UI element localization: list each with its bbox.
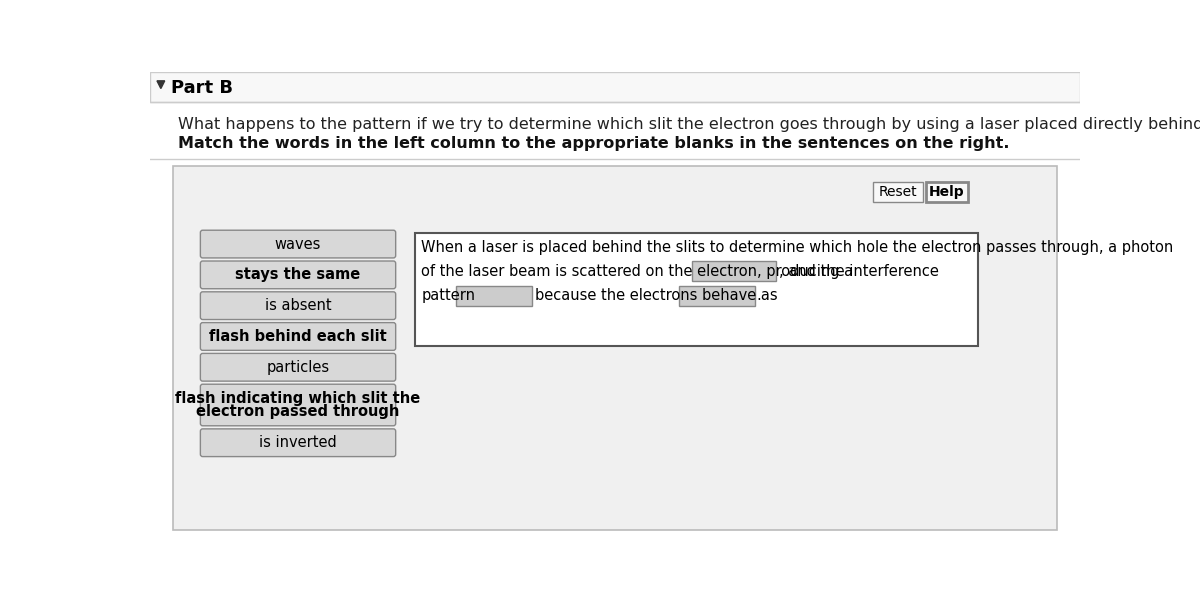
Text: , and the interference: , and the interference	[779, 264, 938, 279]
Polygon shape	[157, 81, 164, 89]
FancyBboxPatch shape	[173, 166, 1057, 530]
FancyBboxPatch shape	[200, 323, 396, 350]
Text: What happens to the pattern if we try to determine which slit the electron goes : What happens to the pattern if we try to…	[178, 117, 1200, 132]
Text: because the electrons behave as: because the electrons behave as	[535, 288, 778, 303]
Text: stays the same: stays the same	[235, 267, 361, 282]
Text: particles: particles	[266, 360, 330, 375]
FancyBboxPatch shape	[415, 233, 978, 347]
Text: of the laser beam is scattered on the electron, producing a: of the laser beam is scattered on the el…	[421, 264, 853, 279]
FancyBboxPatch shape	[200, 230, 396, 258]
FancyBboxPatch shape	[150, 72, 1080, 102]
Text: flash indicating which slit the: flash indicating which slit the	[175, 391, 421, 406]
FancyBboxPatch shape	[456, 286, 532, 306]
FancyBboxPatch shape	[200, 261, 396, 289]
FancyBboxPatch shape	[925, 182, 967, 202]
Text: electron passed through: electron passed through	[197, 405, 400, 420]
FancyBboxPatch shape	[679, 286, 755, 306]
FancyBboxPatch shape	[200, 384, 396, 426]
Text: .: .	[756, 288, 761, 303]
Text: pattern: pattern	[421, 288, 475, 303]
FancyBboxPatch shape	[200, 353, 396, 381]
FancyBboxPatch shape	[692, 261, 775, 281]
Text: is absent: is absent	[265, 298, 331, 313]
Text: Reset: Reset	[878, 185, 917, 199]
Text: When a laser is placed behind the slits to determine which hole the electron pas: When a laser is placed behind the slits …	[421, 241, 1174, 256]
FancyBboxPatch shape	[200, 292, 396, 320]
FancyBboxPatch shape	[874, 182, 923, 202]
Text: is inverted: is inverted	[259, 435, 337, 450]
Text: Part B: Part B	[170, 79, 233, 96]
Text: Match the words in the left column to the appropriate blanks in the sentences on: Match the words in the left column to th…	[178, 136, 1009, 151]
Text: waves: waves	[275, 236, 322, 251]
Text: Help: Help	[929, 185, 965, 199]
FancyBboxPatch shape	[200, 429, 396, 456]
Text: flash behind each slit: flash behind each slit	[209, 329, 386, 344]
